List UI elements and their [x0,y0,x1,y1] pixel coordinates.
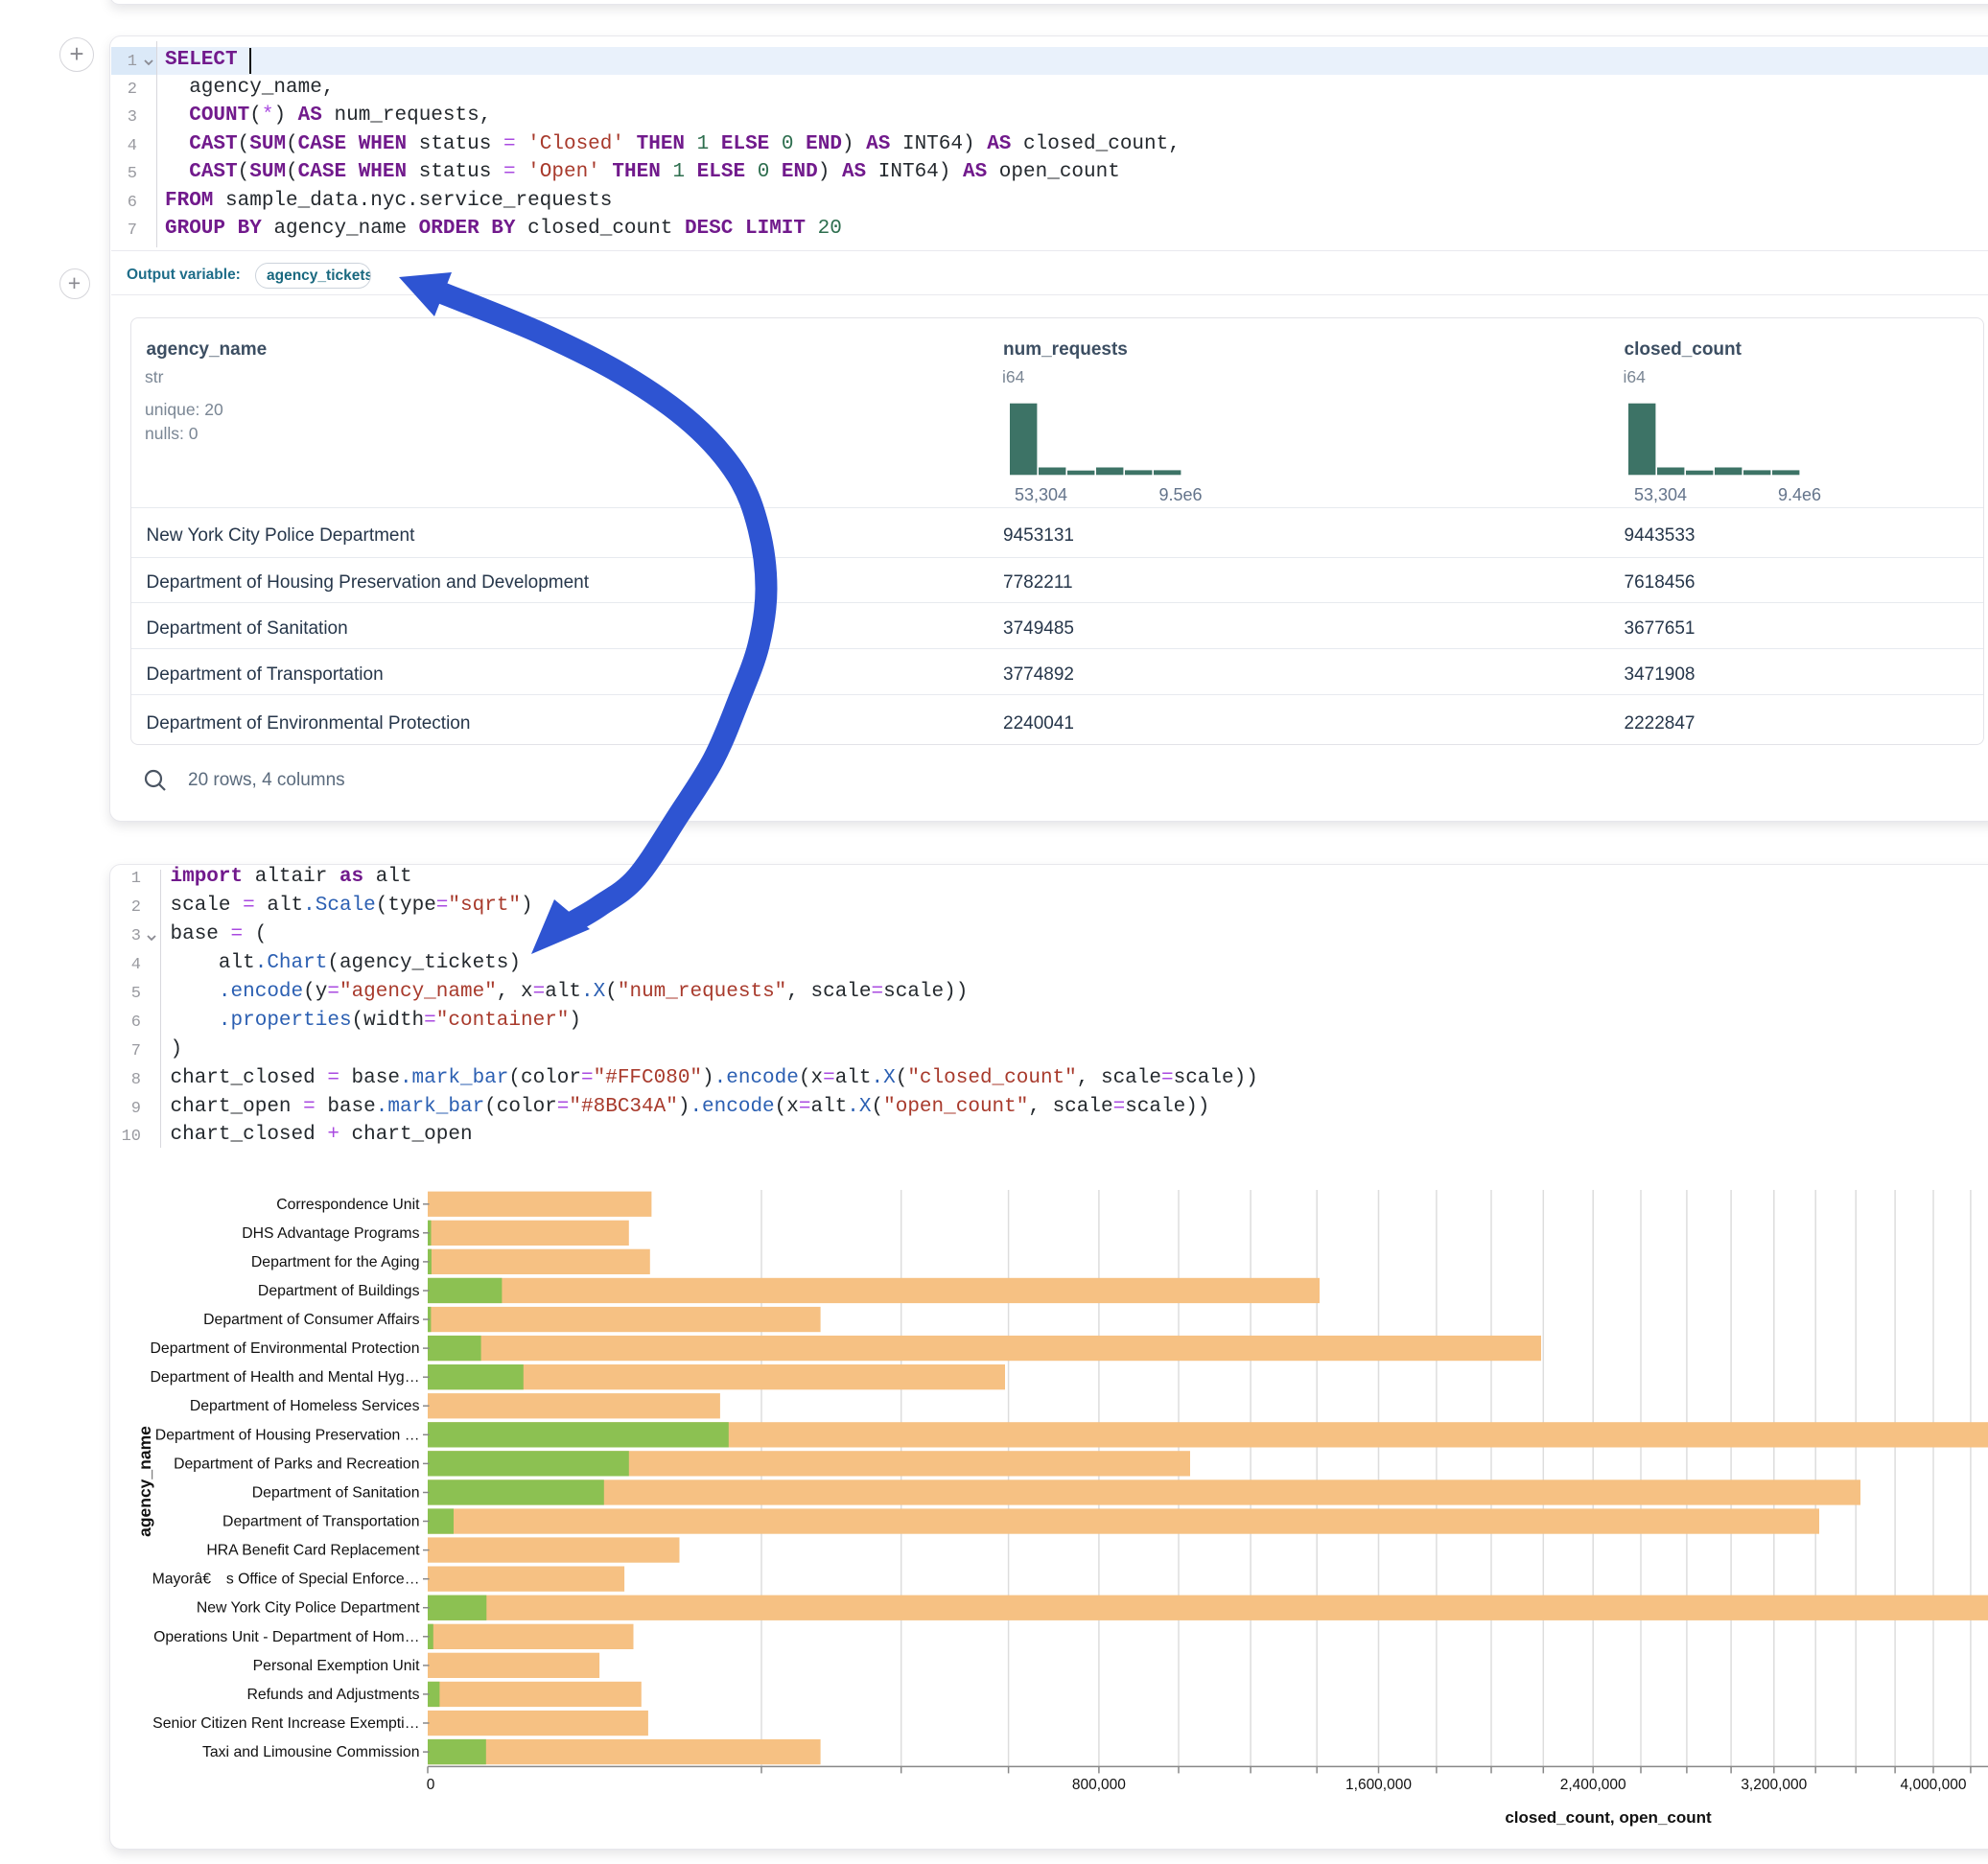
svg-text:Department of Consumer Affairs: Department of Consumer Affairs [203,1312,419,1328]
svg-text:Department for the Aging: Department for the Aging [251,1254,420,1270]
svg-text:New York City Police Departmen: New York City Police Department [197,1600,420,1617]
svg-text:Department of Sanitation: Department of Sanitation [252,1485,420,1502]
svg-text:Department of Transportation: Department of Transportation [222,1514,419,1530]
svg-text:Senior Citizen Rent Increase E: Senior Citizen Rent Increase Exempti… [152,1715,419,1732]
svg-text:closed_count, open_count: closed_count, open_count [1505,1808,1712,1827]
svg-text:Department of Health and Menta: Department of Health and Mental Hyg… [151,1369,420,1386]
svg-text:DHS Advantage Programs: DHS Advantage Programs [242,1225,419,1242]
svg-text:800,000: 800,000 [1072,1777,1126,1793]
svg-text:0: 0 [427,1777,435,1793]
svg-text:Department of Homeless Service: Department of Homeless Services [190,1398,420,1414]
svg-text:Correspondence Unit: Correspondence Unit [276,1197,420,1213]
svg-text:Department of Parks and Recrea: Department of Parks and Recreation [174,1456,419,1472]
svg-text:HRA Benefit Card Replacement: HRA Benefit Card Replacement [206,1543,420,1559]
svg-text:3,200,000: 3,200,000 [1741,1777,1807,1793]
svg-text:Taxi and Limousine Commission: Taxi and Limousine Commission [202,1744,420,1760]
svg-text:2,400,000: 2,400,000 [1560,1777,1626,1793]
svg-text:Department of Housing Preserva: Department of Housing Preservation … [155,1427,420,1443]
svg-text:Department of Buildings: Department of Buildings [258,1283,420,1299]
svg-text:Personal Exemption Unit: Personal Exemption Unit [253,1658,420,1674]
svg-text:1,600,000: 1,600,000 [1345,1777,1412,1793]
svg-text:Refunds and Adjustments: Refunds and Adjustments [246,1687,419,1703]
svg-text:Mayorâ€ s Office of Special En: Mayorâ€ s Office of Special Enforce… [152,1572,420,1588]
svg-text:Department of Environmental Pr: Department of Environmental Protection [151,1340,420,1357]
svg-text:4,000,000: 4,000,000 [1901,1777,1967,1793]
svg-text:agency_name: agency_name [135,1426,154,1537]
svg-text:Operations Unit - Department o: Operations Unit - Department of Hom… [153,1629,419,1645]
